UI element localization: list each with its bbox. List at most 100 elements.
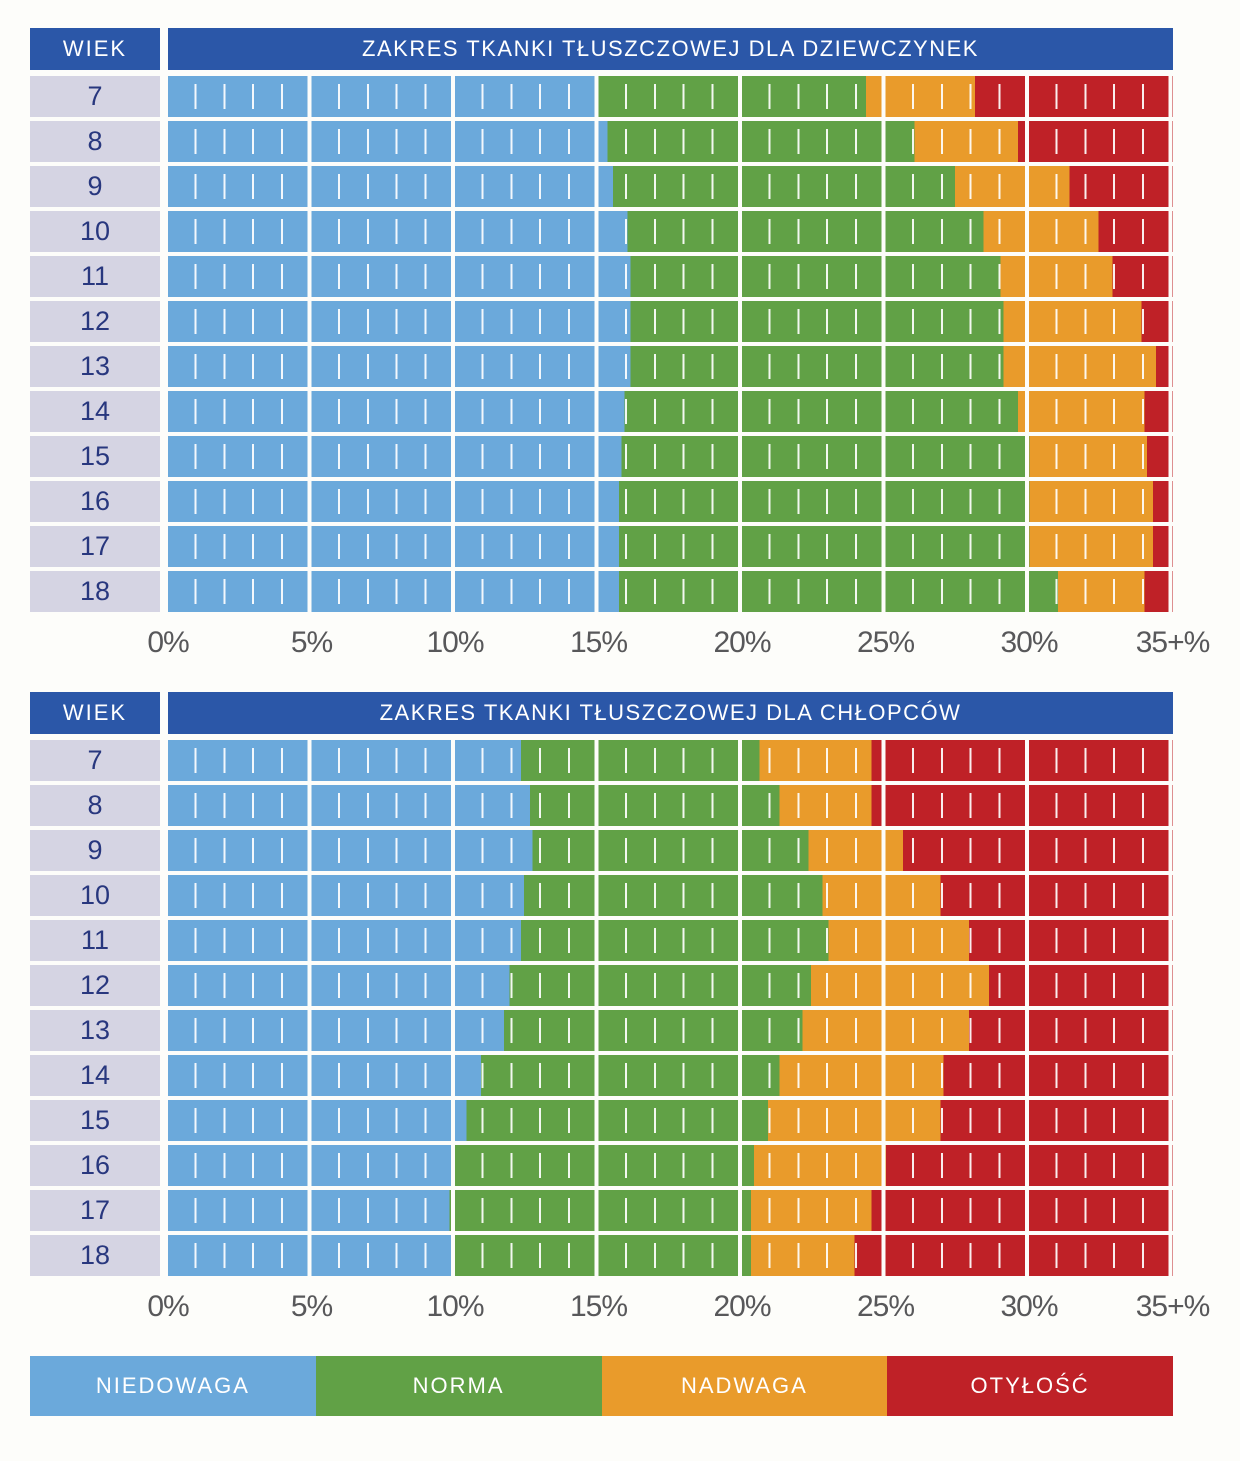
bar-segments bbox=[168, 121, 1173, 162]
rows: 7 8 9 10 11 12 13 14 15 16 17 18 bbox=[30, 740, 1173, 1276]
bar-segments bbox=[168, 301, 1173, 342]
girls-chart-header: WIEK ZAKRES TKANKI TŁUSZCZOWEJ DLA DZIEW… bbox=[30, 28, 1173, 70]
age-label: 10 bbox=[30, 211, 160, 252]
legend-item-norma: NORMA bbox=[315, 1356, 602, 1416]
axis-tick-label: 30% bbox=[1000, 1290, 1058, 1323]
bar-segments bbox=[168, 166, 1173, 207]
axis-tick-label: 25% bbox=[856, 1290, 915, 1323]
range-bar bbox=[168, 1190, 1173, 1231]
bar-segments bbox=[168, 830, 1173, 871]
bar-segments bbox=[168, 740, 1173, 781]
bar-segments bbox=[168, 256, 1173, 297]
age-label: 14 bbox=[30, 1055, 160, 1096]
bar-segments bbox=[168, 211, 1173, 252]
chart-row: 15 bbox=[30, 436, 1173, 477]
range-bar bbox=[168, 1235, 1173, 1276]
axis-tick-label: 25% bbox=[856, 626, 915, 659]
chart-row: 16 bbox=[30, 1145, 1173, 1186]
axis-tick-label: 30% bbox=[1000, 626, 1058, 659]
girls-chart-title: ZAKRES TKANKI TŁUSZCZOWEJ DLA DZIEWCZYNE… bbox=[168, 28, 1173, 70]
bar-segments bbox=[168, 875, 1173, 916]
chart-row: 18 bbox=[30, 1235, 1173, 1276]
age-label: 7 bbox=[30, 740, 160, 781]
axis-tick-label: 35+% bbox=[1135, 1290, 1211, 1323]
chart-row: 7 bbox=[30, 740, 1173, 781]
legend-item-nadwaga: NADWAGA bbox=[601, 1356, 888, 1416]
age-label: 12 bbox=[30, 301, 160, 342]
legend-label: NORMA bbox=[412, 1373, 505, 1398]
range-bar bbox=[168, 391, 1173, 432]
range-bar bbox=[168, 1145, 1173, 1186]
range-bar bbox=[168, 571, 1173, 612]
chart-row: 9 bbox=[30, 166, 1173, 207]
bar-segments bbox=[168, 1235, 1173, 1276]
chart-row: 13 bbox=[30, 346, 1173, 387]
age-label: 9 bbox=[30, 830, 160, 871]
age-column-header: WIEK bbox=[30, 692, 160, 734]
boys-chart-header: WIEK ZAKRES TKANKI TŁUSZCZOWEJ DLA CHŁOP… bbox=[30, 692, 1173, 734]
chart-row: 17 bbox=[30, 526, 1173, 567]
legend-label: NIEDOWAGA bbox=[95, 1373, 250, 1398]
boys-chart: WIEK ZAKRES TKANKI TŁUSZCZOWEJ DLA CHŁOP… bbox=[30, 692, 1210, 1328]
axis-tick-label: 5% bbox=[290, 626, 333, 659]
range-bar bbox=[168, 121, 1173, 162]
chart-row: 15 bbox=[30, 1100, 1173, 1141]
bar-segments bbox=[168, 965, 1173, 1006]
chart-row: 9 bbox=[30, 830, 1173, 871]
chart-row: 11 bbox=[30, 920, 1173, 961]
age-label: 8 bbox=[30, 785, 160, 826]
axis: 0% 5% 10% 15% 20% 25% 30% 35+% bbox=[30, 618, 1210, 664]
chart-row: 12 bbox=[30, 301, 1173, 342]
range-bar bbox=[168, 211, 1173, 252]
range-bar bbox=[168, 965, 1173, 1006]
axis-tick-label: 20% bbox=[713, 1290, 771, 1323]
range-bar bbox=[168, 875, 1173, 916]
range-bar bbox=[168, 256, 1173, 297]
chart-row: 12 bbox=[30, 965, 1173, 1006]
bar-segments bbox=[168, 1100, 1173, 1141]
legend-label: NADWAGA bbox=[680, 1373, 808, 1398]
bar-segments bbox=[168, 436, 1173, 477]
range-bar bbox=[168, 481, 1173, 522]
range-bar bbox=[168, 436, 1173, 477]
legend-label: OTYŁOŚĆ bbox=[970, 1373, 1090, 1398]
bar-segments bbox=[168, 76, 1173, 117]
chart-row: 11 bbox=[30, 256, 1173, 297]
age-label: 18 bbox=[30, 1235, 160, 1276]
age-label: 12 bbox=[30, 965, 160, 1006]
range-bar bbox=[168, 301, 1173, 342]
bar-segments bbox=[168, 571, 1173, 612]
axis-tick-label: 35+% bbox=[1135, 626, 1211, 659]
axis-tick-label: 5% bbox=[290, 1290, 333, 1323]
range-bar bbox=[168, 1010, 1173, 1051]
boys-chart-title: ZAKRES TKANKI TŁUSZCZOWEJ DLA CHŁOPCÓW bbox=[168, 692, 1173, 734]
age-label: 16 bbox=[30, 481, 160, 522]
chart-row: 7 bbox=[30, 76, 1173, 117]
axis-tick-label: 0% bbox=[147, 626, 189, 659]
age-label: 11 bbox=[30, 920, 160, 961]
bar-segments bbox=[168, 526, 1173, 567]
bar-segments bbox=[168, 920, 1173, 961]
bar-segments bbox=[168, 785, 1173, 826]
age-label: 15 bbox=[30, 1100, 160, 1141]
chart-row: 13 bbox=[30, 1010, 1173, 1051]
chart-row: 17 bbox=[30, 1190, 1173, 1231]
chart-row: 14 bbox=[30, 1055, 1173, 1096]
axis-tick-label: 10% bbox=[426, 1290, 484, 1323]
chart-row: 16 bbox=[30, 481, 1173, 522]
age-label: 8 bbox=[30, 121, 160, 162]
age-label: 11 bbox=[30, 256, 160, 297]
range-bar bbox=[168, 740, 1173, 781]
age-label: 10 bbox=[30, 875, 160, 916]
axis-tick-label: 15% bbox=[569, 1290, 628, 1323]
bar-segments bbox=[168, 1145, 1173, 1186]
chart-row: 14 bbox=[30, 391, 1173, 432]
girls-chart: WIEK ZAKRES TKANKI TŁUSZCZOWEJ DLA DZIEW… bbox=[30, 28, 1210, 664]
legend: NIEDOWAGA NORMA NADWAGA OTYŁOŚĆ bbox=[30, 1356, 1173, 1416]
bar-segments bbox=[168, 391, 1173, 432]
chart-row: 18 bbox=[30, 571, 1173, 612]
axis-tick-label: 20% bbox=[713, 626, 771, 659]
range-bar bbox=[168, 526, 1173, 567]
age-label: 15 bbox=[30, 436, 160, 477]
